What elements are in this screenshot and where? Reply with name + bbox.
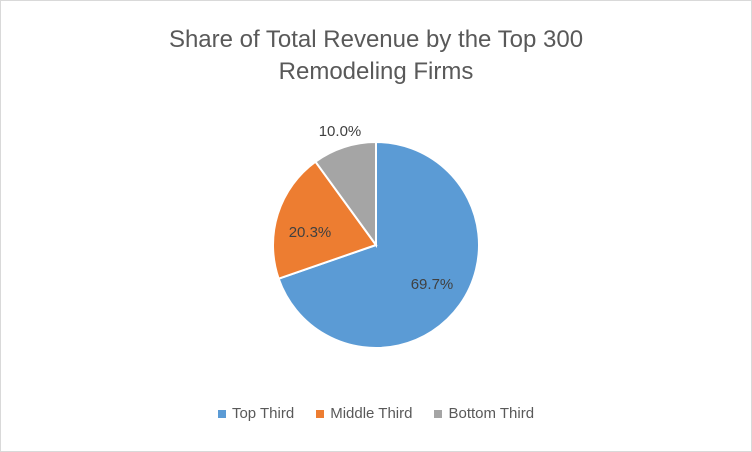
legend-item-middle-third[interactable]: Middle Third (316, 405, 412, 422)
chart-title-line-2: Remodeling Firms (278, 58, 474, 85)
legend-swatch-icon (434, 409, 443, 418)
legend-label: Bottom Third (448, 405, 535, 422)
legend-label: Middle Third (330, 405, 413, 422)
legend-label: Top Third (231, 405, 295, 422)
data-label-top-third: 69.7% (411, 276, 454, 293)
pie-slice-bottom-third[interactable] (314, 140, 377, 249)
data-label-middle-third: 20.3% (289, 224, 332, 241)
legend-swatch-icon (217, 409, 226, 418)
legend-item-top-third[interactable]: Top Third (217, 405, 295, 422)
pie-slice-top-third[interactable] (277, 140, 480, 349)
data-label-bottom-third: 10.0% (319, 123, 362, 140)
legend-item-bottom-third[interactable]: Bottom Third (434, 405, 534, 422)
chart-title: Share of Total Revenue by the Top 300 Re… (0, 24, 752, 88)
pie-slice-middle-third[interactable] (272, 160, 378, 280)
legend-swatch-icon (316, 409, 325, 418)
chart-title-line-1: Share of Total Revenue by the Top 300 (168, 26, 584, 53)
legend: Top Third Middle Third Bottom Third (0, 405, 752, 422)
